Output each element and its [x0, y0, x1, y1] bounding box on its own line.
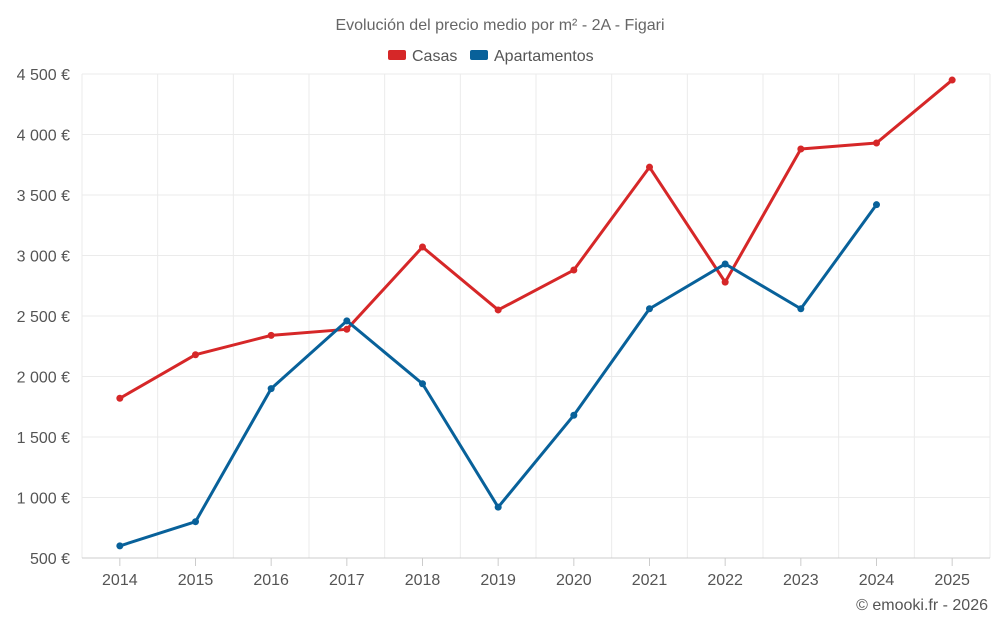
- credit: © emooki.fr - 2026: [856, 597, 988, 614]
- y-tick-label: 1 000 €: [17, 491, 70, 508]
- x-tick-label: 2016: [253, 572, 289, 589]
- series-line: [119, 78, 954, 400]
- data-point[interactable]: [570, 266, 578, 274]
- data-point[interactable]: [646, 305, 653, 313]
- grid: [81, 73, 991, 559]
- legend-swatch: [470, 50, 488, 60]
- series-apartamentos: [116, 201, 880, 550]
- data-point[interactable]: [494, 306, 502, 314]
- y-tick-label: 500 €: [30, 551, 70, 568]
- x-tick-label: 2015: [178, 572, 214, 589]
- x-tick-label: 2019: [480, 572, 516, 589]
- data-point[interactable]: [721, 278, 729, 286]
- data-point[interactable]: [192, 351, 199, 359]
- x-tick-label: 2025: [934, 572, 970, 589]
- x-tick-label: 2022: [707, 572, 743, 589]
- data-point[interactable]: [948, 76, 956, 84]
- legend-label: Apartamentos: [494, 48, 594, 65]
- legend: Casas Apartamentos: [388, 48, 594, 65]
- y-tick-label: 1 500 €: [17, 430, 70, 447]
- data-point[interactable]: [797, 145, 805, 153]
- data-point[interactable]: [721, 260, 729, 268]
- x-tick-label: 2017: [329, 572, 365, 589]
- data-point[interactable]: [797, 305, 805, 313]
- y-axis: 500 € 1 000 € 1 500 € 2 000 € 2 500 € 3 000 €…: [17, 67, 70, 568]
- x-axis: 2014 2015 2016 2017 2018 2019 2020 2021 2022 2023…: [102, 558, 970, 589]
- y-tick-label: 4 000 €: [17, 128, 70, 145]
- data-point[interactable]: [570, 411, 578, 419]
- x-tick-label: 2020: [556, 572, 592, 589]
- series-casas: [116, 76, 956, 402]
- legend-swatch: [388, 50, 406, 60]
- data-point[interactable]: [343, 325, 351, 333]
- x-tick-label: 2018: [405, 572, 441, 589]
- x-tick-label: 2021: [632, 572, 668, 589]
- series-layer: [116, 76, 956, 550]
- y-tick-label: 4 500 €: [17, 67, 70, 84]
- data-point[interactable]: [873, 201, 880, 209]
- y-tick-label: 2 500 €: [17, 309, 70, 326]
- legend-item-apartamentos[interactable]: Apartamentos: [470, 48, 594, 65]
- data-point[interactable]: [419, 243, 426, 251]
- chart-title: Evolución del precio medio por m² - 2A -…: [335, 17, 664, 34]
- x-tick-label: 2014: [102, 572, 138, 589]
- data-point[interactable]: [267, 331, 275, 339]
- data-point[interactable]: [116, 542, 124, 550]
- y-tick-label: 3 500 €: [17, 188, 70, 205]
- legend-item-casas[interactable]: Casas: [388, 48, 457, 65]
- data-point[interactable]: [343, 317, 351, 325]
- x-tick-label: 2023: [783, 572, 819, 589]
- data-point[interactable]: [192, 518, 199, 526]
- data-point[interactable]: [873, 139, 880, 147]
- data-point[interactable]: [494, 503, 502, 511]
- data-point[interactable]: [419, 380, 426, 388]
- y-tick-label: 3 000 €: [17, 249, 70, 266]
- data-point[interactable]: [646, 163, 653, 171]
- data-point[interactable]: [116, 394, 124, 402]
- data-point[interactable]: [267, 385, 275, 393]
- x-tick-label: 2024: [859, 572, 895, 589]
- y-tick-label: 2 000 €: [17, 370, 70, 387]
- legend-label: Casas: [412, 48, 457, 65]
